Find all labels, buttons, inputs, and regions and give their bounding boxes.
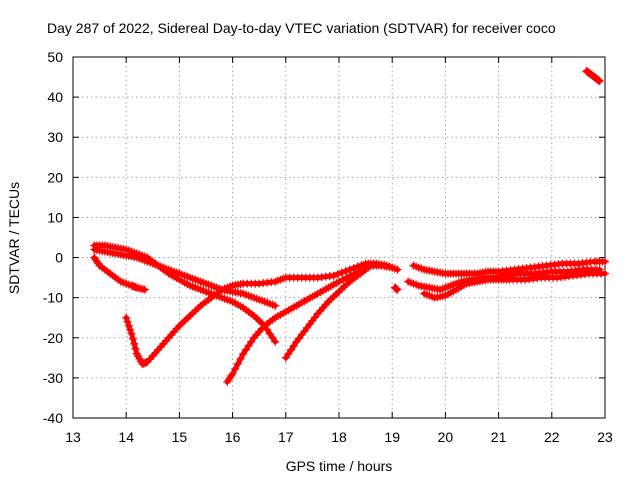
data-point — [595, 77, 604, 86]
series-arc-7 — [390, 283, 402, 294]
data-point — [231, 364, 240, 373]
data-point — [239, 349, 248, 358]
data-point — [247, 337, 256, 346]
data-point — [223, 377, 232, 386]
grid-lines — [73, 57, 605, 418]
y-tick-label: 50 — [47, 49, 63, 65]
data-point — [338, 275, 347, 284]
data-point — [233, 359, 242, 368]
axis-ticks: 13 14 15 16 17 18 19 20 21 22 23 -40 -30 -20 -10 0 10 20 3… — [43, 49, 613, 445]
data-point — [333, 270, 342, 279]
data-point — [271, 301, 280, 310]
y-tick-label: 20 — [47, 169, 63, 185]
y-tick-label: -40 — [43, 410, 63, 426]
y-tick-label: 10 — [47, 209, 63, 225]
data-point — [349, 264, 358, 273]
data-point — [281, 353, 290, 362]
x-tick-label: 18 — [331, 429, 347, 445]
x-tick-label: 19 — [384, 429, 400, 445]
y-axis-title: SDTVAR / TECUs — [6, 182, 22, 294]
data-point — [393, 265, 402, 274]
series-arc-5 — [223, 261, 397, 386]
data-point — [345, 265, 354, 274]
data-point — [353, 262, 362, 271]
x-tick-label: 13 — [65, 429, 81, 445]
data-point — [122, 313, 131, 322]
data-point — [227, 371, 236, 380]
data-point — [341, 267, 350, 276]
data-point — [271, 337, 280, 346]
y-tick-label: -30 — [43, 370, 63, 386]
y-tick-label: 40 — [47, 89, 63, 105]
data-point — [123, 317, 132, 326]
data-point — [366, 261, 375, 270]
data-point — [244, 341, 253, 350]
data-point — [329, 271, 338, 280]
data-point — [124, 321, 133, 330]
series-arc-6 — [281, 261, 375, 362]
data-point — [337, 268, 346, 277]
data-point — [131, 344, 140, 353]
x-tick-label: 20 — [438, 429, 454, 445]
data-point — [265, 329, 274, 338]
data-point — [228, 369, 237, 378]
y-tick-label: 30 — [47, 129, 63, 145]
series-arc-2 — [90, 245, 280, 310]
x-tick-label: 14 — [118, 429, 134, 445]
data-point — [127, 329, 136, 338]
y-tick-label: 0 — [55, 250, 63, 266]
data-point — [92, 257, 101, 266]
y-tick-label: -10 — [43, 290, 63, 306]
x-tick-label: 16 — [225, 429, 241, 445]
series-arc-10 — [420, 269, 609, 302]
data-point — [236, 354, 245, 363]
data-point — [140, 285, 149, 294]
data-point — [289, 341, 298, 350]
x-tick-label: 21 — [491, 429, 507, 445]
data-point — [225, 373, 234, 382]
data-point — [224, 375, 233, 384]
data-point — [126, 325, 135, 334]
data-point — [94, 259, 103, 268]
series-arc-3 — [90, 253, 149, 294]
data-point — [268, 333, 277, 342]
data-point — [284, 349, 293, 358]
x-tick-label: 22 — [544, 429, 560, 445]
data-point — [90, 253, 99, 262]
chart-title: Day 287 of 2022, Sidereal Day-to-day VTE… — [47, 20, 556, 36]
data-point — [601, 257, 609, 266]
x-tick-label: 23 — [597, 429, 613, 445]
data-point — [130, 339, 139, 348]
data-point — [287, 345, 296, 354]
data-point — [388, 263, 397, 272]
data-point — [241, 345, 250, 354]
y-tick-label: -20 — [43, 330, 63, 346]
x-axis-title: GPS time / hours — [286, 458, 393, 474]
data-point — [128, 334, 137, 343]
data-point — [91, 255, 100, 264]
data-point — [601, 269, 609, 278]
series-arc-11 — [582, 67, 604, 86]
x-tick-label: 15 — [172, 429, 188, 445]
data-point — [335, 277, 343, 286]
x-tick-label: 17 — [278, 429, 294, 445]
data-series-layer — [90, 67, 609, 386]
data-point — [393, 285, 402, 294]
